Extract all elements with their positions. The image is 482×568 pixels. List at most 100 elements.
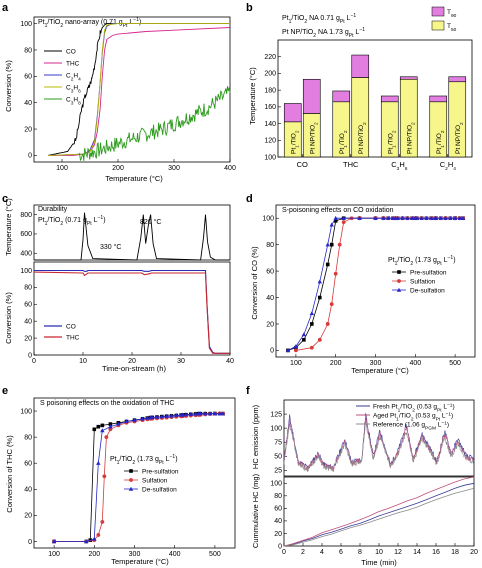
a-legend-label-C3H6: C3H6 xyxy=(66,85,81,95)
c-xtick-label-40: 40 xyxy=(226,358,234,365)
d-point-Pre-sulfation-4 xyxy=(317,295,322,300)
f-ylabel-top: HC emission (ppm) xyxy=(251,404,260,469)
d-point-De-sulfation-2 xyxy=(301,332,307,337)
panel-c: Durability Pt1/TiO2 (0.71 gPt L−1) Tempe… xyxy=(4,198,234,373)
c-series-THC xyxy=(33,271,230,354)
e-marker-De-sulfation-428 xyxy=(183,412,189,417)
b-bar-t50-0-0 xyxy=(283,121,302,158)
d-marker-De-sulfation-332 xyxy=(386,215,391,220)
d-point-Sulfation-3 xyxy=(325,322,330,326)
e-point-Sulfation-5 xyxy=(102,474,107,479)
e-series-De-sulfation xyxy=(54,413,223,542)
c-top-ytick-label-400: 400 xyxy=(20,251,32,258)
e-legend-marker-De-sulfation xyxy=(128,486,134,491)
e-ytick-label-100: 100 xyxy=(20,408,32,415)
d-point-Sulfation-2 xyxy=(317,337,322,342)
d-legend-marker-Pre-sulfation xyxy=(397,270,401,274)
a-plot-frame xyxy=(33,16,231,163)
d-marker-De-sulfation-356 xyxy=(395,215,400,220)
a-ytick-label-60: 60 xyxy=(24,74,32,81)
d-point-Pre-sulfation-6 xyxy=(329,242,334,247)
c-annotation-820: 820 °C xyxy=(140,218,161,226)
b-bar-t90-2-1 xyxy=(399,76,418,80)
b-ytick-label-140: 140 xyxy=(264,121,276,128)
d-marker-De-sulfation-380 xyxy=(405,215,410,220)
f-emission-1 xyxy=(283,417,474,472)
c-top-frame xyxy=(33,204,231,261)
a-xtick-label-300: 300 xyxy=(168,165,180,172)
d-point-Sulfation-5 xyxy=(333,271,338,276)
e-point-De-sulfation-4 xyxy=(100,428,105,433)
d-marker-De-sulfation-440 xyxy=(429,215,434,220)
e-marker-De-sulfation-500 xyxy=(212,411,218,416)
c-xtick-label-10: 10 xyxy=(79,358,87,365)
e-point-Sulfation-6 xyxy=(104,435,109,440)
b-bar-label-0-0: Pt1/TiO2 xyxy=(290,130,300,154)
d-marker-De-sulfation-512 xyxy=(457,215,463,220)
c-annotation-330: 330 °C xyxy=(100,243,121,251)
panel-f: HC emission (ppm) Cummulative HC (mg) Ti… xyxy=(251,399,478,567)
e-point-De-sulfation-8 xyxy=(132,417,137,422)
d-xtick-label-100: 100 xyxy=(290,360,302,367)
d-marker-De-sulfation-428 xyxy=(424,215,429,220)
d-point-De-sulfation-10 xyxy=(373,215,378,220)
b-bar-t90-3-0 xyxy=(429,95,448,103)
a-xtick-label-400: 400 xyxy=(224,165,236,172)
e-marker-De-sulfation-368 xyxy=(159,414,165,419)
e-xlabel: Temperature (°C) xyxy=(111,557,169,566)
c-series-CO xyxy=(34,269,230,354)
f-xtick-label-18: 18 xyxy=(451,549,459,556)
f-xtick-label-2: 2 xyxy=(301,549,305,556)
f-cumulative-aged xyxy=(283,476,475,547)
e-point-Sulfation-3 xyxy=(96,533,101,537)
e-note: Pt1/TiO2 (1.73 gPt L−1) xyxy=(110,454,178,466)
e-point-Pre-sulfation-6 xyxy=(108,422,113,426)
e-series-Sulfation xyxy=(54,413,223,542)
d-point-Pre-sulfation-3 xyxy=(310,322,314,326)
b-bar-t50-0-1 xyxy=(302,113,321,158)
e-marker-De-sulfation-512 xyxy=(217,411,222,416)
b-bar-label-0-1: Pt NP/TiO2 xyxy=(309,122,319,154)
f-bottom-ytick-label-100: 100 xyxy=(270,481,282,488)
e-point-De-sulfation-1 xyxy=(84,539,89,544)
c-legend-label-THC: THC xyxy=(66,335,80,342)
f-legend: Fresh Pt1/TiO2 (0.53 gPt L−1)Aged Pt1/Ti… xyxy=(356,402,455,431)
panel-label-f: f xyxy=(246,385,250,397)
d-title: S-poisoning effects on CO oxidation xyxy=(282,207,394,214)
panel-label-d: d xyxy=(246,193,253,205)
b-bar-label-3-1: Pt NP/TiO2 xyxy=(455,122,465,154)
a-ytick-label-0: 0 xyxy=(28,153,32,160)
b-ytick-label-120: 120 xyxy=(264,138,276,145)
a-ytick-label-20: 20 xyxy=(24,126,32,133)
d-point-De-sulfation-8 xyxy=(341,215,346,220)
panel-label-e: e xyxy=(2,385,8,397)
e-xtick-label-400: 400 xyxy=(169,551,181,558)
c-legend: CO THC xyxy=(44,324,80,342)
f-bottom-ytick-label-0: 0 xyxy=(278,543,282,550)
b-legend-label-0: T90 xyxy=(447,9,457,19)
c-legend-label-CO: CO xyxy=(66,324,76,331)
c-bottom-ytick-label-0: 0 xyxy=(28,352,32,359)
d-legend: Pre-sulfation Sulfation De-sulfation xyxy=(392,269,447,294)
d-ylabel: Conversion of CO (%) xyxy=(250,246,259,320)
d-marker-De-sulfation-404 xyxy=(414,215,420,220)
b-bar-label-1-0: Pt1/TiO2 xyxy=(339,130,349,154)
d-xtick-label-400: 400 xyxy=(409,360,421,367)
a-ytick-label-100: 100 xyxy=(20,21,32,28)
c-bottom-ytick-label-80: 80 xyxy=(24,285,32,292)
d-marker-De-sulfation-476 xyxy=(443,215,448,220)
a-xtick-label-200: 200 xyxy=(112,165,124,172)
b-group-label-3: C2H4 xyxy=(440,160,457,172)
c-bottom-ytick-label-40: 40 xyxy=(24,318,32,325)
d-point-De-sulfation-15 xyxy=(460,215,466,220)
d-point-De-sulfation-1 xyxy=(293,344,299,349)
e-point-Pre-sulfation-5 xyxy=(100,423,105,428)
b-bar-t90-1-1 xyxy=(351,54,370,78)
b-bar-t50-2-0 xyxy=(380,101,399,158)
e-xtick-label-100: 100 xyxy=(48,551,60,558)
e-marker-De-sulfation-452 xyxy=(193,411,198,416)
f-top-ytick-label-100: 100 xyxy=(270,425,282,432)
c-top-ytick-label-800: 800 xyxy=(20,212,32,219)
panel-label-c: c xyxy=(2,193,8,205)
e-marker-De-sulfation-320 xyxy=(140,416,145,421)
